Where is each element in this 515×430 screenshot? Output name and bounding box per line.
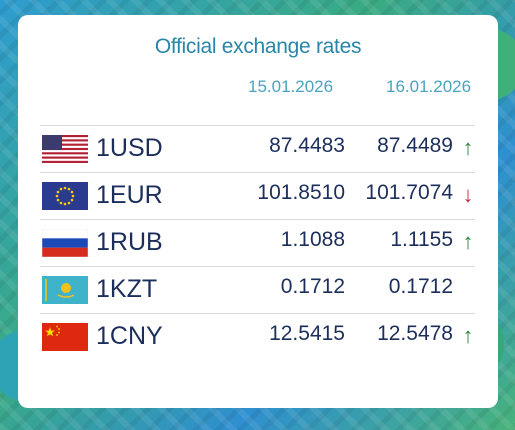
rate-value-date2: 12.5478 [377, 322, 453, 345]
currency-code: 1RUB [96, 228, 163, 256]
kz-flag-icon [42, 276, 88, 304]
eu-flag-icon [42, 182, 88, 210]
rate-row-cny: 1CNY 12.5415 12.5478 ↑ [40, 313, 475, 361]
rate-value-date2: 87.4489 [377, 134, 453, 157]
cn-flag-icon [42, 323, 88, 351]
rate-value-date2: 101.7074 [365, 181, 453, 204]
currency-code: 1KZT [96, 275, 158, 303]
ru-flag-icon [42, 229, 88, 257]
rate-value-date1: 101.8510 [257, 181, 345, 204]
rate-value-date1: 12.5415 [269, 322, 345, 345]
rate-value-date2: 1.1155 [390, 228, 453, 251]
card-title: Official exchange rates [154, 35, 362, 58]
rate-value-date1: 0.1712 [280, 275, 345, 298]
up-arrow-icon: ↑ [462, 323, 474, 348]
us-flag-icon [42, 135, 88, 163]
no-change-indicator [461, 277, 475, 301]
rate-row-kzt: 1KZT 0.1712 0.1712 [40, 266, 475, 314]
date-column-1: 15.01.2026 [248, 77, 334, 96]
rate-value-date1: 87.4483 [269, 134, 345, 157]
rate-row-eur: 1EUR 101.8510 101.7074 ↓ [40, 172, 475, 220]
rate-value-date2: 0.1712 [388, 275, 453, 298]
rate-row-rub: 1RUB 1.1088 1.1155 ↑ [40, 219, 475, 267]
up-arrow-icon: ↑ [462, 229, 474, 254]
exchange-rates-card: Official exchange rates 15.01.2026 16.01… [18, 15, 498, 408]
currency-code: 1CNY [96, 322, 163, 350]
down-arrow-icon: ↓ [462, 182, 474, 207]
up-arrow-icon: ↑ [462, 135, 474, 160]
rate-value-date1: 1.1088 [280, 228, 345, 251]
rate-row-usd: 1USD 87.4483 87.4489 ↑ [40, 125, 475, 173]
date-column-2: 16.01.2026 [386, 77, 472, 96]
currency-code: 1USD [96, 134, 163, 162]
currency-code: 1EUR [96, 181, 163, 209]
